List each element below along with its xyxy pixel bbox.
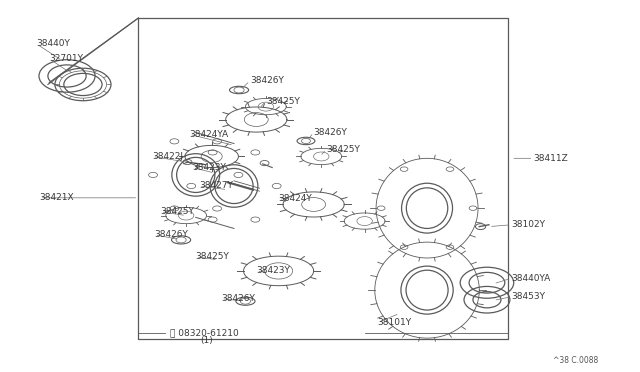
Text: 38440YA: 38440YA [511, 274, 550, 283]
Text: 38427Y: 38427Y [199, 182, 233, 190]
Text: 38425Y: 38425Y [161, 207, 195, 217]
Text: (1): (1) [200, 336, 213, 345]
Text: 38423Y: 38423Y [256, 266, 290, 275]
Text: 38425Y: 38425Y [266, 97, 300, 106]
Text: 38102Y: 38102Y [511, 220, 545, 229]
Text: 32701Y: 32701Y [49, 54, 83, 63]
Text: 38426Y: 38426Y [250, 76, 284, 85]
Text: 38421X: 38421X [40, 193, 74, 202]
Text: 38422J: 38422J [152, 152, 184, 161]
Text: 38424YA: 38424YA [189, 130, 228, 139]
Text: 38426Y: 38426Y [154, 230, 188, 239]
Text: Ⓢ 08320-61210: Ⓢ 08320-61210 [170, 328, 239, 337]
Text: ^38 C.0088: ^38 C.0088 [552, 356, 598, 365]
Text: 38425Y: 38425Y [326, 145, 360, 154]
Text: 38426Y: 38426Y [314, 128, 348, 137]
Text: 38426Y: 38426Y [221, 294, 255, 303]
Text: 38101Y: 38101Y [378, 318, 412, 327]
Text: 38411Z: 38411Z [534, 154, 568, 163]
Text: 38424Y: 38424Y [278, 195, 312, 203]
Text: 38425Y: 38425Y [196, 252, 230, 262]
Text: 38423Y: 38423Y [193, 163, 227, 172]
Text: 38453Y: 38453Y [511, 292, 545, 301]
Text: 38440Y: 38440Y [36, 39, 70, 48]
